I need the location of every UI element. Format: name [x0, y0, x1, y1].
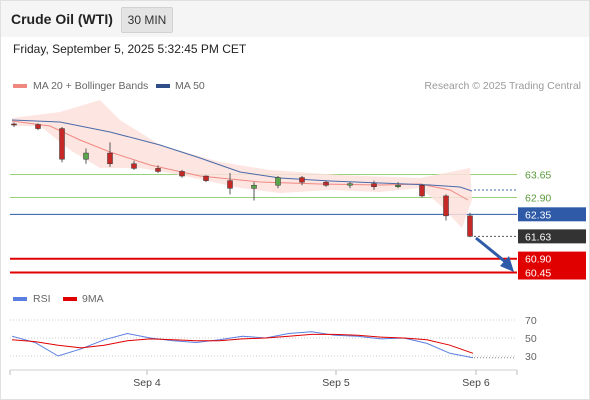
candle-body	[203, 175, 209, 181]
candle-body	[347, 183, 353, 186]
level-tag-62.35	[518, 207, 586, 222]
ma50-line	[11, 119, 473, 192]
candle-body	[443, 195, 449, 217]
rsi-line	[11, 331, 474, 359]
ma20-legend-swatch	[13, 84, 27, 88]
candle-body	[107, 152, 113, 165]
forecast-arrow-head	[500, 256, 514, 272]
candle-body	[83, 152, 89, 160]
candle-body	[323, 181, 329, 186]
candle-body	[59, 128, 65, 160]
rsi-legend-swatch	[13, 297, 27, 301]
candle-body	[35, 124, 41, 129]
instrument-title: Crude Oil (WTI)	[11, 11, 113, 27]
ma9-legend-label: 9MA	[82, 293, 104, 305]
level-tag-60.45	[518, 265, 586, 280]
candle-body	[227, 180, 233, 189]
x-tick-label-0: Sep 4	[133, 377, 161, 389]
candle-body	[131, 163, 137, 169]
timeframe-button[interactable]: 30 MIN	[121, 7, 173, 33]
rsi-ma9-line	[11, 333, 474, 354]
credit-label: Research © 2025 Trading Central	[424, 80, 581, 92]
level-label-63.65: 63.65	[525, 170, 551, 182]
forecast-arrow-shaft	[475, 236, 509, 266]
ma20-legend-label: MA 20 + Bollinger Bands	[33, 80, 149, 92]
candle-body	[371, 183, 377, 187]
candles-group	[11, 122, 473, 238]
level-tag-61.63	[518, 229, 586, 244]
rsi-tick-label-30: 30	[525, 351, 537, 363]
x-tick-label-1: Sep 5	[322, 377, 350, 389]
candle-body	[467, 215, 473, 237]
candle-body	[395, 184, 401, 187]
candle-body	[155, 168, 161, 172]
candle-body	[179, 171, 185, 177]
datetime-label: Friday, September 5, 2025 5:32:45 PM CET	[13, 42, 247, 56]
candle-body	[299, 177, 305, 183]
level-label-60.90: 60.90	[525, 254, 551, 266]
ma50-legend-label: MA 50	[175, 80, 205, 92]
ma50-legend-swatch	[156, 84, 170, 88]
level-label-61.63: 61.63	[525, 231, 551, 243]
level-label-62.90: 62.90	[525, 192, 551, 204]
candle-body	[275, 177, 281, 186]
candle-body	[11, 123, 17, 126]
level-label-60.45: 60.45	[525, 268, 551, 280]
bollinger-band	[12, 100, 472, 228]
ma9-legend-swatch	[63, 297, 77, 301]
candle-body	[419, 184, 425, 197]
candle-body	[251, 184, 257, 189]
chart-header	[0, 0, 590, 37]
level-label-62.35: 62.35	[525, 209, 551, 221]
rsi-tick-label-50: 50	[525, 333, 537, 345]
rsi-legend-label: RSI	[33, 293, 51, 305]
x-tick-label-2: Sep 6	[462, 377, 490, 389]
rsi-tick-label-70: 70	[525, 315, 537, 327]
